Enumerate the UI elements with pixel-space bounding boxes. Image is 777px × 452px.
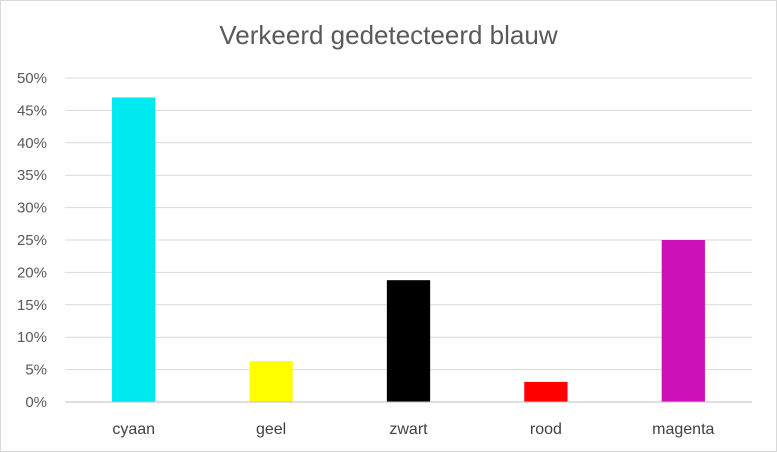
- y-tick-label: 45%: [17, 102, 47, 119]
- y-tick-label: 0%: [25, 394, 47, 411]
- x-tick-label-zwart: zwart: [389, 421, 428, 438]
- y-axis-tick-labels: 0% 5% 10% 15% 20% 25% 30% 35% 40% 45% 50%: [17, 70, 47, 411]
- y-tick-label: 50%: [17, 70, 47, 87]
- y-tick-label: 15%: [17, 297, 47, 314]
- bar-geel: [249, 361, 293, 402]
- y-tick-label: 10%: [17, 329, 47, 346]
- y-tick-label: 40%: [17, 135, 47, 152]
- y-tick-label: 25%: [17, 232, 47, 249]
- bar-rood: [524, 381, 568, 402]
- y-tick-label: 30%: [17, 200, 47, 217]
- x-axis-category-labels: cyaan geel zwart rood magenta: [112, 421, 714, 438]
- y-tick-label: 5%: [25, 362, 47, 379]
- y-tick-label: 35%: [17, 167, 47, 184]
- bar-cyaan: [112, 97, 156, 402]
- x-tick-label-magenta: magenta: [652, 421, 714, 438]
- bars: [112, 97, 705, 402]
- x-tick-label-cyaan: cyaan: [112, 421, 155, 438]
- chart-title: Verkeerd gedetecteerd blauw: [219, 20, 558, 50]
- bar-zwart: [386, 280, 431, 402]
- bar-magenta: [661, 240, 705, 402]
- x-tick-label-rood: rood: [530, 421, 562, 438]
- y-tick-label: 20%: [17, 264, 47, 281]
- x-tick-label-geel: geel: [256, 421, 286, 438]
